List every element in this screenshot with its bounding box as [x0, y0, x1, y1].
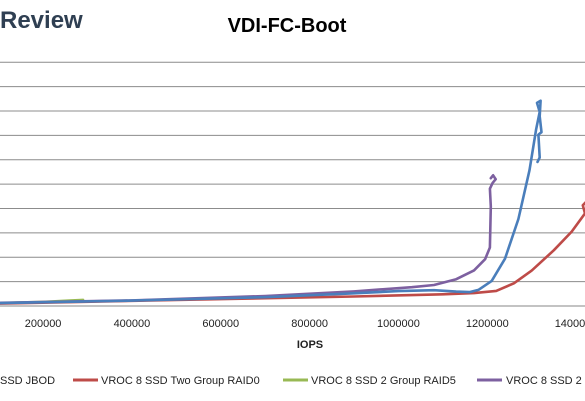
legend: SSD JBOD VROC 8 SSD Two Group RAID0 VROC…: [0, 375, 585, 387]
series-lines: [0, 99, 585, 305]
x-tick-label-4: 1000000: [377, 318, 420, 330]
legend-label-raid0: VROC 8 SSD Two Group RAID0: [101, 375, 260, 387]
legend-label-raid5: VROC 8 SSD 2 Group RAID5: [311, 375, 456, 387]
series-line-0: [0, 99, 543, 305]
x-tick-label-1: 400000: [114, 318, 151, 330]
brand-logo-text: Review: [0, 7, 83, 34]
x-axis-label: IOPS: [297, 339, 323, 351]
x-tick-label-5: 1200000: [466, 318, 509, 330]
x-tick-label-3: 800000: [291, 318, 328, 330]
legend-label-purple: VROC 8 SSD 2 G: [506, 375, 585, 387]
legend-label-jbod: SSD JBOD: [0, 375, 55, 387]
chart-title: VDI-FC-Boot: [228, 15, 347, 37]
x-tick-label-2: 600000: [202, 318, 239, 330]
series-line-3: [0, 174, 498, 305]
series-line-1: [0, 201, 585, 305]
x-tick-label-0: 200000: [25, 318, 62, 330]
x-tick-label-6: 1400000: [555, 318, 585, 330]
gridlines: [0, 61, 585, 283]
x-tick-labels: 200000 400000 600000 800000 1000000 1200000 14…: [25, 318, 585, 330]
